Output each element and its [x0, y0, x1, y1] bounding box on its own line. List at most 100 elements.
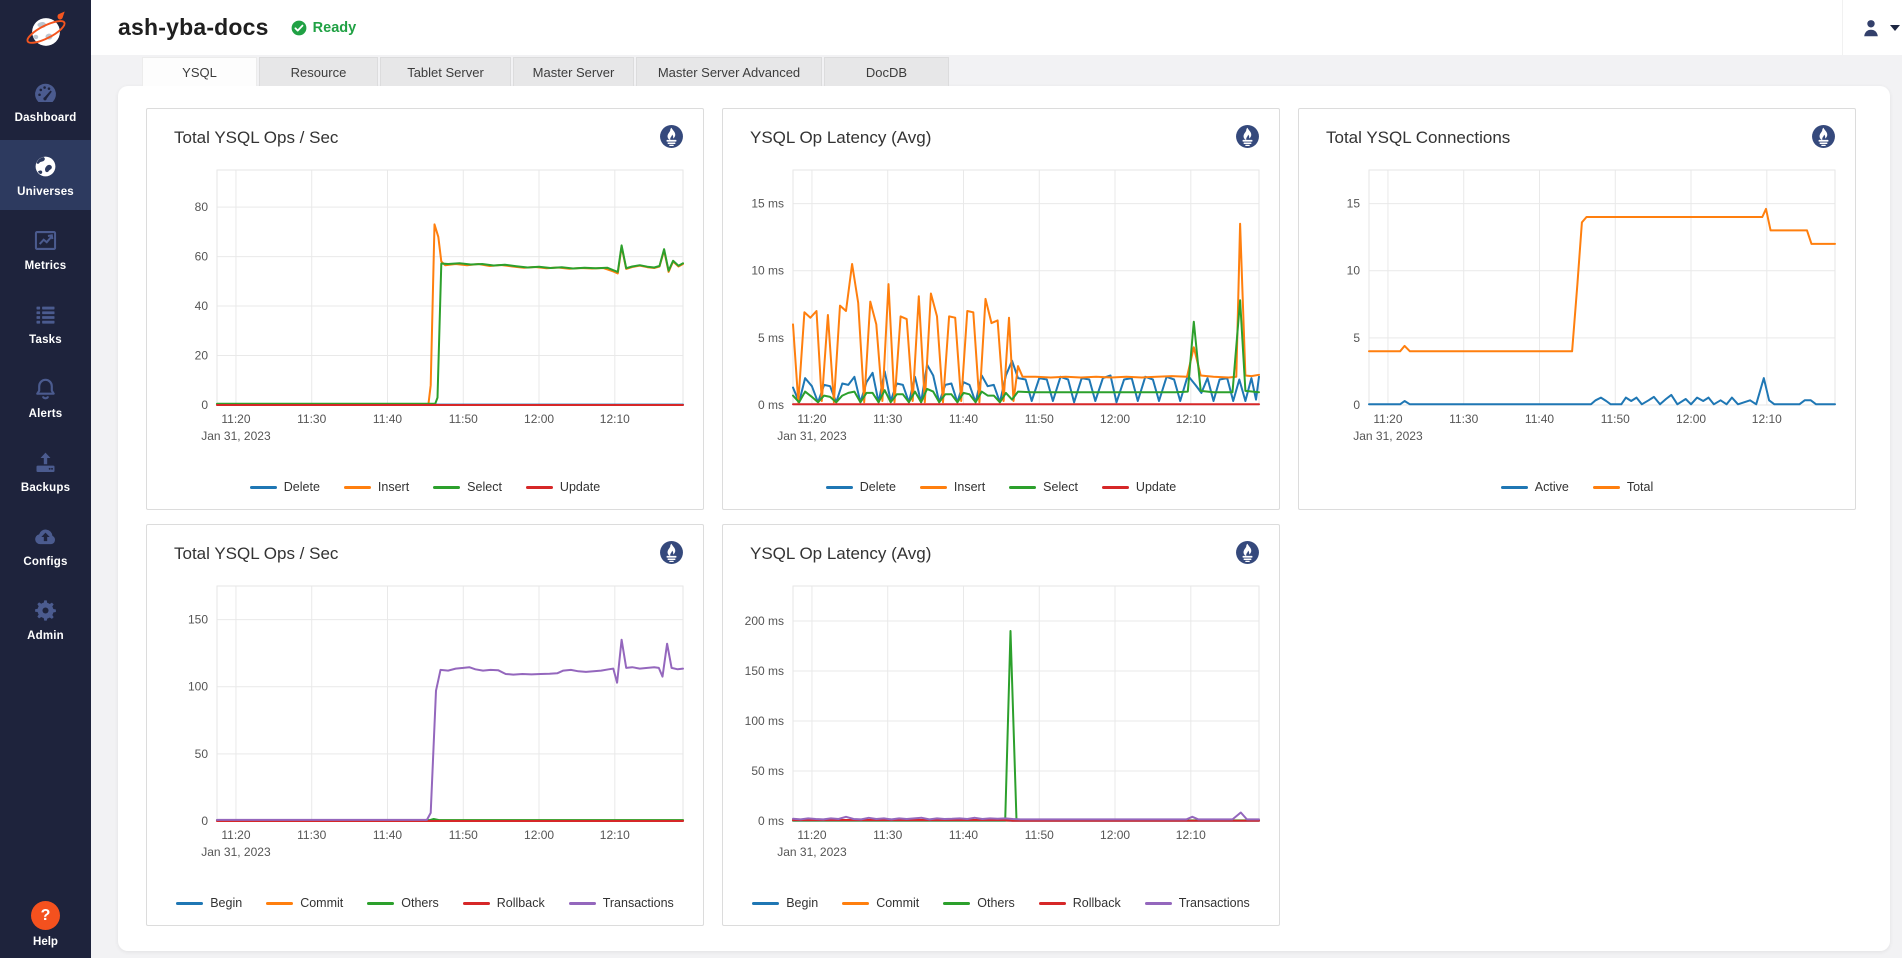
- sidebar-item-label: Backups: [21, 482, 70, 494]
- svg-text:12:10: 12:10: [1752, 412, 1782, 426]
- svg-text:0: 0: [201, 814, 208, 828]
- sidebar-item-metrics[interactable]: Metrics: [0, 214, 91, 284]
- sidebar-item-alerts[interactable]: Alerts: [0, 362, 91, 432]
- bell-icon: [32, 375, 59, 402]
- line-chart-ysql-latency[interactable]: 11:20Jan 31, 202311:3011:4011:5012:0012:…: [731, 154, 1271, 459]
- svg-text:12:10: 12:10: [600, 828, 630, 842]
- sidebar-item-label: Admin: [27, 630, 64, 642]
- legend-item-delete[interactable]: Delete: [826, 480, 896, 494]
- svg-text:12:00: 12:00: [1100, 828, 1130, 842]
- svg-text:40: 40: [195, 299, 209, 313]
- prometheus-icon[interactable]: [1811, 124, 1836, 149]
- sidebar-item-tasks[interactable]: Tasks: [0, 288, 91, 358]
- legend-item-total[interactable]: Total: [1593, 480, 1653, 494]
- tab-resource[interactable]: Resource: [259, 57, 378, 86]
- user-icon: [1859, 16, 1883, 40]
- metrics-tabbar: YSQL Resource Tablet Server Master Serve…: [91, 55, 1902, 86]
- svg-text:11:40: 11:40: [373, 828, 402, 842]
- legend-item-others[interactable]: Others: [943, 896, 1015, 910]
- chart-panel-ysql-ops: Total YSQL Ops / Sec 11:20Jan 31, 202311…: [146, 108, 704, 510]
- prometheus-icon[interactable]: [1235, 124, 1260, 149]
- legend-item-active[interactable]: Active: [1501, 480, 1569, 494]
- chart-panel-ysql-connections: Total YSQL Connections 11:20Jan 31, 2023…: [1298, 108, 1856, 510]
- chart-legend: Begin Commit Others Rollback Transactions: [147, 896, 703, 925]
- legend-item-rollback[interactable]: Rollback: [463, 896, 545, 910]
- yugabyte-globe-logo: [23, 8, 69, 54]
- svg-text:Jan 31, 2023: Jan 31, 2023: [777, 845, 847, 859]
- line-chart-transaction-ops[interactable]: 11:20Jan 31, 202311:3011:4011:5012:0012:…: [155, 570, 695, 875]
- svg-text:Jan 31, 2023: Jan 31, 2023: [201, 429, 271, 443]
- legend-item-update[interactable]: Update: [526, 480, 600, 494]
- legend-item-insert[interactable]: Insert: [344, 480, 409, 494]
- sidebar-item-backups[interactable]: Backups: [0, 436, 91, 506]
- legend-item-insert[interactable]: Insert: [920, 480, 985, 494]
- tab-master-server[interactable]: Master Server: [513, 57, 634, 86]
- legend-swatch: [1102, 486, 1129, 489]
- svg-text:10: 10: [1347, 264, 1361, 278]
- legend-swatch: [176, 902, 203, 905]
- chart-title: Total YSQL Connections: [1299, 109, 1855, 148]
- tab-ysql[interactable]: YSQL: [142, 57, 257, 86]
- legend-item-rollback[interactable]: Rollback: [1039, 896, 1121, 910]
- svg-text:11:20: 11:20: [797, 828, 826, 842]
- legend-item-begin[interactable]: Begin: [752, 896, 818, 910]
- svg-text:12:00: 12:00: [1100, 412, 1130, 426]
- svg-text:0 ms: 0 ms: [758, 398, 784, 412]
- svg-text:50 ms: 50 ms: [751, 764, 784, 778]
- legend-swatch: [1009, 486, 1036, 489]
- user-menu[interactable]: [1842, 0, 1902, 55]
- sidebar-item-universes[interactable]: Universes: [0, 140, 91, 210]
- prometheus-icon[interactable]: [659, 124, 684, 149]
- chart-legend: Begin Commit Others Rollback Transactions: [723, 896, 1279, 925]
- svg-text:12:10: 12:10: [600, 412, 630, 426]
- legend-item-select[interactable]: Select: [1009, 480, 1078, 494]
- svg-text:11:50: 11:50: [449, 828, 478, 842]
- svg-text:11:50: 11:50: [1025, 828, 1054, 842]
- metrics-card: Total YSQL Ops / Sec 11:20Jan 31, 202311…: [118, 86, 1890, 951]
- sidebar-item-help[interactable]: ? Help: [0, 901, 91, 948]
- sidebar-item-admin[interactable]: Admin: [0, 584, 91, 654]
- svg-text:200 ms: 200 ms: [745, 614, 784, 628]
- tab-tablet-server[interactable]: Tablet Server: [380, 57, 511, 86]
- metrics-chart-icon: [32, 227, 59, 254]
- legend-item-begin[interactable]: Begin: [176, 896, 242, 910]
- status-text: Ready: [313, 20, 357, 36]
- chart-panel-ysql-transaction-latency: YSQL Op Latency (Avg) 11:20Jan 31, 20231…: [722, 524, 1280, 926]
- legend-swatch: [569, 902, 596, 905]
- prometheus-icon[interactable]: [659, 540, 684, 565]
- chart-panel-ysql-transaction-ops: Total YSQL Ops / Sec 11:20Jan 31, 202311…: [146, 524, 704, 926]
- line-chart-ysql-ops[interactable]: 11:20Jan 31, 202311:3011:4011:5012:0012:…: [155, 154, 695, 459]
- legend-swatch: [266, 902, 293, 905]
- app-logo[interactable]: [0, 0, 91, 62]
- prometheus-icon[interactable]: [1235, 540, 1260, 565]
- legend-item-delete[interactable]: Delete: [250, 480, 320, 494]
- tab-master-server-advanced[interactable]: Master Server Advanced: [636, 57, 822, 86]
- legend-item-update[interactable]: Update: [1102, 480, 1176, 494]
- svg-text:11:20: 11:20: [1373, 412, 1402, 426]
- check-circle-icon: [291, 20, 307, 36]
- legend-swatch: [433, 486, 460, 489]
- legend-swatch: [920, 486, 947, 489]
- legend-swatch: [1039, 902, 1066, 905]
- svg-text:Jan 31, 2023: Jan 31, 2023: [201, 845, 271, 859]
- dashboard-gauge-icon: [32, 79, 59, 106]
- legend-item-transactions[interactable]: Transactions: [569, 896, 674, 910]
- legend-item-transactions[interactable]: Transactions: [1145, 896, 1250, 910]
- svg-text:11:40: 11:40: [949, 828, 978, 842]
- legend-swatch: [842, 902, 869, 905]
- chart-title: YSQL Op Latency (Avg): [723, 109, 1279, 148]
- sidebar-item-label: Tasks: [29, 334, 62, 346]
- tab-docdb[interactable]: DocDB: [824, 57, 949, 86]
- legend-item-commit[interactable]: Commit: [266, 896, 343, 910]
- svg-text:Jan 31, 2023: Jan 31, 2023: [777, 429, 847, 443]
- line-chart-transaction-latency[interactable]: 11:20Jan 31, 202311:3011:4011:5012:0012:…: [731, 570, 1271, 875]
- legend-item-others[interactable]: Others: [367, 896, 439, 910]
- svg-text:80: 80: [195, 200, 209, 214]
- legend-item-select[interactable]: Select: [433, 480, 502, 494]
- sidebar-item-dashboard[interactable]: Dashboard: [0, 66, 91, 136]
- line-chart-ysql-connections[interactable]: 11:20Jan 31, 202311:3011:4011:5012:0012:…: [1307, 154, 1847, 459]
- legend-item-commit[interactable]: Commit: [842, 896, 919, 910]
- svg-text:11:30: 11:30: [297, 412, 326, 426]
- sidebar-item-configs[interactable]: Configs: [0, 510, 91, 580]
- svg-text:150 ms: 150 ms: [745, 664, 784, 678]
